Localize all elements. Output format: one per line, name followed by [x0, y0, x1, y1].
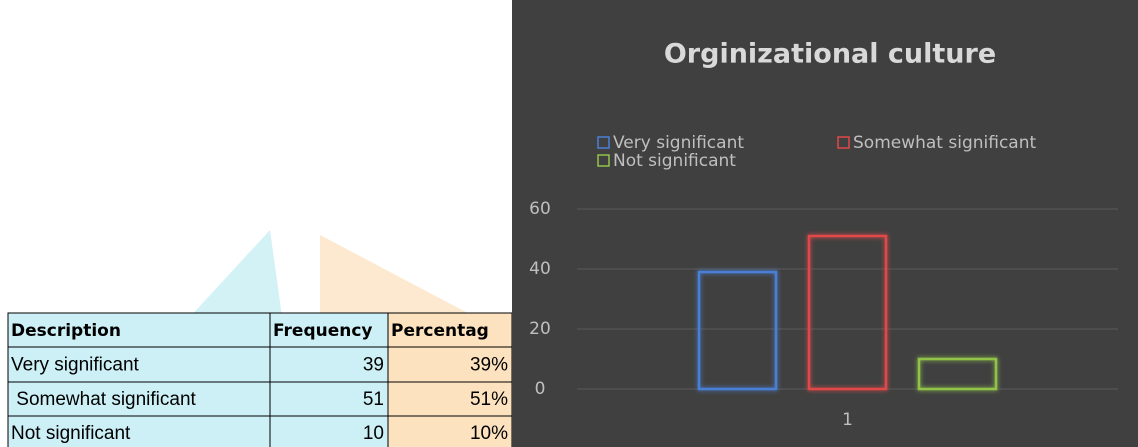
y-tick-label: 20 — [529, 319, 551, 339]
bar — [917, 357, 998, 391]
table-text: 39% — [470, 355, 508, 376]
table-text: Very significant — [11, 355, 140, 376]
table-cell — [269, 346, 389, 383]
table-text: Somewhat significant — [11, 389, 197, 410]
x-tick-label: 1 — [842, 410, 853, 430]
y-tick-label: 60 — [529, 199, 551, 219]
table-cell — [7, 312, 271, 348]
bar — [697, 270, 778, 391]
table-cell — [7, 346, 271, 383]
table-header: Percentag — [391, 321, 489, 341]
table-header: Frequency — [273, 321, 373, 341]
table-text: 10% — [470, 423, 508, 444]
table-cell — [387, 312, 513, 348]
bar — [807, 234, 888, 391]
chart: 0 20 40 60 Very significant Somewhat signific… — [529, 133, 1118, 430]
table-cell — [387, 415, 513, 447]
legend-label: Very significant — [613, 133, 744, 153]
table-cell — [387, 346, 513, 383]
legend-label: Not significant — [613, 151, 736, 171]
legend-label: Somewhat significant — [853, 133, 1036, 153]
legend-swatch — [597, 154, 610, 167]
table-text: 10 — [363, 423, 384, 444]
legend-swatch — [837, 136, 850, 149]
table-text: 39 — [363, 355, 384, 376]
legend-swatch — [597, 136, 610, 149]
chart-title: Orginizational culture — [664, 39, 996, 70]
y-tick-label: 0 — [535, 379, 546, 399]
chart-panel — [512, 0, 1138, 447]
table-cell — [7, 381, 271, 417]
table-cell — [269, 415, 389, 447]
table-text: Not significant — [11, 423, 131, 444]
y-tick-label: 40 — [529, 259, 551, 279]
table-header: Description — [11, 321, 121, 341]
table: Description Frequency Percentag Very signif… — [7, 312, 513, 447]
table-text: 51% — [470, 389, 508, 410]
table-text: 51 — [363, 389, 384, 410]
